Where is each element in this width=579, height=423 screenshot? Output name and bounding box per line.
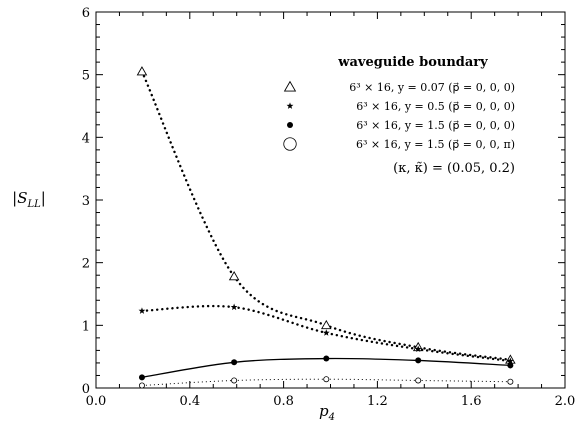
y-tick-label: 3 [82, 194, 90, 209]
open-circle-marker [231, 377, 238, 384]
series-layer [136, 66, 516, 389]
filled-circle-marker [415, 357, 422, 364]
triangle-marker [283, 80, 297, 92]
x-tick-label: 2.0 [555, 394, 576, 409]
x-tick-label: 1.6 [461, 394, 482, 409]
filled-circle-marker [231, 359, 238, 366]
axes: 0.0 0.4 0.8 1.2 1.6 2.0 0 1 2 3 4 5 6 [82, 6, 576, 409]
series [138, 355, 514, 381]
series [138, 376, 514, 389]
y-tick-label: 1 [82, 319, 90, 334]
plot-frame [95, 11, 566, 389]
open-circle-marker [138, 382, 145, 389]
star-marker [286, 102, 294, 109]
legend-entry-label: 6³ × 16, y = 0.5 (p⃗ = 0, 0, 0) [356, 100, 515, 113]
filled-circle-marker [138, 374, 145, 381]
x-tick-label: 0.0 [86, 394, 107, 409]
open-circle-marker [507, 378, 514, 385]
triangle-marker [228, 271, 240, 281]
filled-circle-marker [287, 122, 293, 128]
x-tick-label: 0.4 [179, 394, 200, 409]
legend-entry-label: 6³ × 16, y = 0.07 (p⃗ = 0, 0, 0) [349, 81, 515, 94]
y-axis-label: |SLL| [12, 189, 46, 210]
legend-entry-label: 6³ × 16, y = 1.5 (p⃗ = 0, 0, π) [356, 138, 515, 151]
star-marker [506, 357, 514, 364]
triangle-marker [136, 66, 148, 76]
y-tick-label: 0 [82, 382, 90, 397]
open-circle-marker [323, 376, 330, 383]
triangle-marker [321, 319, 332, 330]
legend-items: 6³ × 16, y = 0.07 (p⃗ = 0, 0, 0) 6³ × 16,… [283, 80, 515, 151]
star-marker [230, 303, 238, 311]
y-tick-label: 5 [82, 69, 90, 84]
legend-annotation: (κ, κ̃) = (0.05, 0.2) [393, 161, 515, 176]
open-circle-marker [415, 377, 422, 384]
x-tick-label: 1.2 [367, 394, 388, 409]
legend: waveguide boundary 6³ × 16, y = 0.07 (p⃗… [283, 55, 515, 176]
legend-entry-label: 6³ × 16, y = 1.5 (p⃗ = 0, 0, 0) [356, 119, 515, 132]
y-tick-label: 2 [82, 257, 90, 272]
star-marker [138, 307, 146, 314]
open-circle-marker [283, 137, 297, 151]
filled-circle-marker [507, 362, 514, 369]
x-axis-label: p4 [319, 402, 335, 423]
filled-circle-marker [323, 355, 330, 362]
y-tick-label: 6 [82, 6, 90, 21]
star-marker [322, 329, 330, 336]
star-marker [414, 345, 422, 353]
x-tick-label: 0.8 [273, 394, 294, 409]
y-tick-label: 4 [82, 131, 90, 146]
legend-title: waveguide boundary [337, 55, 488, 70]
series [138, 303, 514, 364]
series-line [140, 70, 512, 361]
